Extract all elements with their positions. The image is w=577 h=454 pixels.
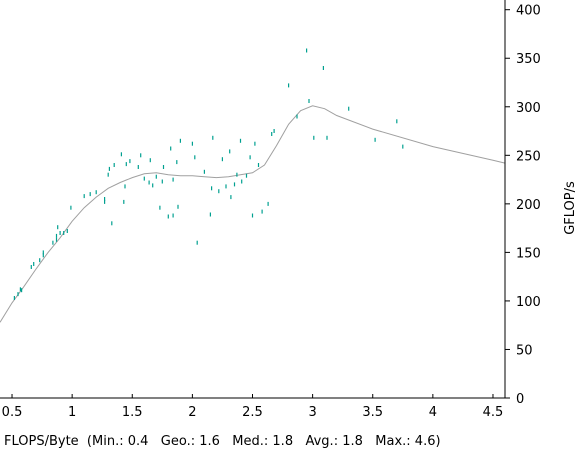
x-tick-label: 4 bbox=[429, 405, 437, 420]
y-tick-label: 350 bbox=[516, 52, 541, 67]
y-tick-label: 100 bbox=[516, 295, 541, 310]
x-tick-label: 1 bbox=[68, 405, 76, 420]
y-tick-label: 250 bbox=[516, 149, 541, 164]
y-tick-label: 0 bbox=[516, 392, 524, 407]
y-tick-label: 50 bbox=[516, 343, 533, 358]
x-tick-label: 0.5 bbox=[2, 405, 23, 420]
y-axis-title: GFLOP/s bbox=[563, 181, 577, 235]
x-tick-label: 3 bbox=[308, 405, 316, 420]
x-tick-label: 2.5 bbox=[242, 405, 263, 420]
y-tick-label: 300 bbox=[516, 101, 541, 116]
x-axis-title: FLOPS/Byte (Min.: 0.4 Geo.: 1.6 Med.: 1.… bbox=[4, 434, 441, 449]
points-layer bbox=[13, 48, 404, 300]
y-tick-label: 150 bbox=[516, 246, 541, 261]
plot-background bbox=[0, 0, 505, 398]
x-tick-label: 4.5 bbox=[483, 405, 504, 420]
x-tick-label: 3.5 bbox=[362, 405, 383, 420]
x-ticks: 0.5 1 1.5 2 2.5 3 3.5 4 4.5 bbox=[2, 394, 504, 420]
y-ticks: 0 50 100 150 200 250 300 350 400 bbox=[505, 4, 541, 407]
x-tick-label: 1.5 bbox=[122, 405, 143, 420]
y-tick-label: 400 bbox=[516, 4, 541, 19]
x-tick-label: 2 bbox=[188, 405, 196, 420]
y-tick-label: 200 bbox=[516, 198, 541, 213]
